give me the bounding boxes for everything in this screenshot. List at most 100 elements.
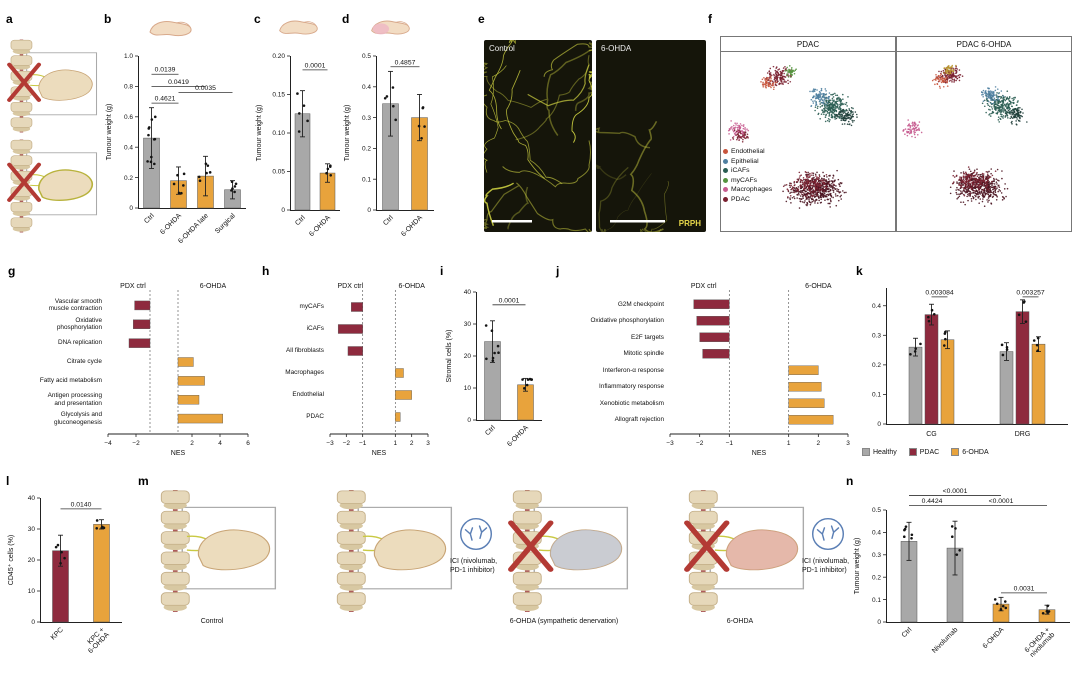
svg-text:NES: NES	[752, 450, 767, 457]
svg-text:KPC +6-OHDA: KPC +6-OHDA	[82, 626, 111, 655]
svg-text:PDX ctrl: PDX ctrl	[120, 283, 146, 290]
svg-text:30: 30	[28, 526, 36, 533]
svg-text:6-OHDA: 6-OHDA	[159, 212, 183, 236]
svg-text:6-OHDA: 6-OHDA	[200, 283, 227, 290]
svg-text:0.8: 0.8	[124, 84, 133, 91]
svg-text:1: 1	[787, 440, 791, 447]
svg-text:−2: −2	[343, 440, 351, 447]
k-legend-item: Healthy	[862, 448, 897, 456]
umap-title-pdac-6ohda: PDAC 6-OHDA	[897, 37, 1071, 52]
svg-text:4: 4	[218, 440, 222, 447]
panel-label-j: j	[556, 264, 560, 278]
k-legend-item: 6-OHDA	[951, 448, 989, 456]
svg-text:6-OHDA: 6-OHDA	[506, 424, 530, 448]
denervation-schematic-panel	[4, 38, 100, 234]
nes-category-label: iCAFs	[306, 325, 324, 333]
panel-label-l: l	[6, 474, 10, 488]
treatment-schematic-1: Control	[148, 486, 320, 674]
svg-text:−3: −3	[666, 440, 674, 447]
svg-text:Tumour weight (g): Tumour weight (g)	[854, 538, 861, 595]
svg-text:NES: NES	[372, 450, 387, 457]
ganglia-grouped-chart: 0 0.1 0.2 0.3 0.4 CG DRG 0.003084 0.003257	[856, 278, 1074, 442]
panel-label-f: f	[708, 12, 712, 26]
legend-swatch-icon	[951, 448, 960, 456]
panel-label-k: k	[856, 264, 863, 278]
chemical-denervation-illustration	[4, 38, 100, 134]
pancreas-icon	[146, 16, 194, 40]
svg-text:0: 0	[281, 207, 285, 214]
tumour-weight-chart-c: 0 0.05 0.10 0.15 0.20 Tumour weight (g) Ctrl 6-…	[252, 44, 346, 256]
legend-dot-icon	[723, 158, 728, 164]
svg-text:<0.0001: <0.0001	[989, 498, 1014, 505]
svg-text:3: 3	[846, 440, 850, 447]
microscopy-image-label: 6-OHDA	[601, 44, 632, 53]
svg-text:20: 20	[464, 353, 472, 360]
legend-label: Macrophages	[731, 186, 773, 193]
nes-category-label: Glycolysis and gluconeogenesis	[54, 411, 102, 426]
tumour-weight-chart-b: 0 0.2 0.4 0.6 0.8 1.0 Tumour weight (g) Ctrl 6-O…	[102, 44, 252, 256]
nes-category-label: Macrophages	[285, 369, 324, 377]
umap-panel: PDAC PDAC 6-OHDA Endothelial Epithelial iC…	[720, 36, 1072, 232]
svg-text:Ctrl: Ctrl	[382, 214, 395, 227]
nes-category-label: Inflammatory response	[599, 383, 664, 391]
umap-legend-item: myCAFs	[723, 177, 772, 184]
svg-text:0: 0	[129, 205, 133, 212]
svg-text:0.15: 0.15	[272, 92, 285, 99]
svg-text:0.1: 0.1	[362, 176, 371, 183]
svg-text:0.0031: 0.0031	[1014, 585, 1035, 592]
nes-category-label: Oxidative phosphorylation	[56, 316, 102, 332]
svg-text:0.2: 0.2	[362, 146, 371, 153]
svg-text:Ctrl: Ctrl	[143, 212, 156, 225]
svg-text:0.1: 0.1	[872, 597, 881, 604]
nes-category-label: Citrate cycle	[66, 358, 102, 366]
svg-text:0.10: 0.10	[272, 130, 285, 137]
svg-text:0.003257: 0.003257	[1016, 289, 1045, 296]
svg-text:DRG: DRG	[1015, 431, 1031, 438]
svg-text:0: 0	[367, 207, 371, 214]
nes-chart-celltypes: myCAFs iCAFs All fibroblasts Macrophages End…	[262, 278, 436, 460]
svg-text:0: 0	[877, 619, 881, 626]
ici-caption: ICI (nivolumab, PD-1 inhibitor)	[802, 558, 850, 574]
svg-text:0.5: 0.5	[872, 507, 881, 514]
nes-category-label: Interferon-α response	[602, 366, 664, 374]
svg-text:−1: −1	[726, 440, 734, 447]
svg-text:6-OHDA: 6-OHDA	[982, 626, 1006, 650]
svg-text:Nivolumab: Nivolumab	[931, 626, 959, 654]
nes-category-label: Oxidative phosphorylation	[590, 317, 664, 325]
treatment-schematic-2: ICI (nivolumab, PD-1 inhibitor)	[324, 486, 497, 674]
spine-pancreas-illustration	[680, 488, 808, 619]
svg-text:0.0419: 0.0419	[168, 79, 189, 86]
umap-legend-item: iCAFs	[723, 167, 772, 174]
svg-text:0.20: 0.20	[272, 53, 285, 60]
svg-text:20: 20	[28, 557, 36, 564]
svg-text:Surgical: Surgical	[214, 212, 237, 235]
umap-legend-item: Macrophages	[723, 186, 772, 193]
svg-text:0.4: 0.4	[872, 530, 881, 537]
svg-text:6-OHDA: 6-OHDA	[398, 283, 425, 290]
svg-text:10: 10	[28, 588, 36, 595]
svg-text:0.0001: 0.0001	[305, 62, 326, 69]
svg-text:40: 40	[464, 289, 472, 296]
svg-text:NES: NES	[171, 450, 186, 457]
svg-text:Ctrl: Ctrl	[901, 626, 914, 639]
svg-text:2: 2	[410, 440, 414, 447]
legend-label: Epithelial	[731, 157, 759, 165]
nes-category-label: G2M checkpoint	[617, 300, 664, 308]
svg-text:Stromal cells (%): Stromal cells (%)	[446, 330, 453, 383]
svg-text:−1: −1	[359, 440, 367, 447]
spine-pancreas-illustration	[328, 488, 456, 619]
microscopy-6ohda-image: 6-OHDA PRPH	[596, 40, 706, 232]
panel-label-a: a	[6, 12, 13, 26]
nes-category-label: DNA replication	[57, 339, 102, 347]
svg-text:0.2: 0.2	[124, 175, 133, 182]
svg-text:−2: −2	[696, 440, 704, 447]
svg-text:PDX ctrl: PDX ctrl	[337, 283, 363, 290]
svg-text:−3: −3	[326, 440, 334, 447]
svg-text:2: 2	[190, 440, 194, 447]
panel-label-e: e	[478, 12, 485, 26]
nes-category-label: E2F targets	[630, 333, 664, 341]
nes-category-label: Xenobiotic metabolism	[599, 399, 664, 407]
legend-label: 6-OHDA	[962, 448, 989, 456]
svg-text:Tumour weight (g): Tumour weight (g)	[344, 105, 351, 162]
nes-category-label: Fatty acid metabolism	[39, 377, 102, 385]
